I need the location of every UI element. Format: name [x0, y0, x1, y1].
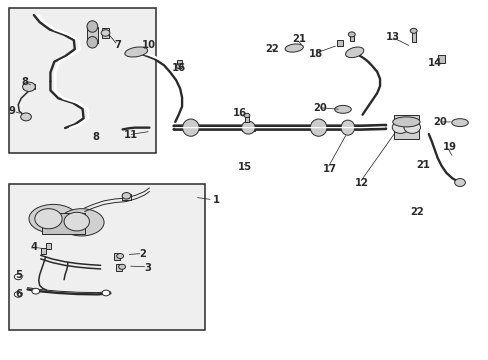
Text: 1: 1	[212, 195, 220, 205]
Text: 14: 14	[427, 58, 441, 68]
Bar	[393, 115, 418, 139]
Ellipse shape	[29, 204, 78, 233]
Ellipse shape	[182, 119, 199, 136]
Text: 6: 6	[15, 289, 22, 299]
Bar	[113, 253, 120, 260]
Text: 10: 10	[142, 40, 156, 50]
Text: 4: 4	[31, 242, 38, 252]
Text: 11: 11	[123, 130, 138, 140]
Circle shape	[22, 82, 35, 91]
Text: 16: 16	[232, 108, 246, 118]
Text: 16: 16	[171, 63, 185, 73]
Circle shape	[119, 264, 125, 269]
Bar	[241, 126, 255, 131]
Ellipse shape	[392, 117, 419, 127]
Bar	[9, 8, 156, 153]
Text: 18: 18	[308, 49, 323, 59]
Circle shape	[102, 290, 110, 296]
Ellipse shape	[87, 21, 98, 32]
Ellipse shape	[59, 209, 104, 236]
Circle shape	[117, 253, 123, 258]
Text: 19: 19	[442, 142, 455, 152]
Text: 8: 8	[21, 77, 28, 87]
Bar	[349, 35, 353, 41]
Bar	[22, 84, 35, 89]
Circle shape	[122, 193, 131, 199]
Circle shape	[176, 64, 183, 69]
Ellipse shape	[124, 47, 147, 57]
Text: 3: 3	[144, 263, 151, 273]
Ellipse shape	[241, 121, 255, 134]
Ellipse shape	[87, 37, 98, 48]
Text: 2: 2	[140, 248, 146, 258]
Text: 22: 22	[409, 207, 423, 217]
Ellipse shape	[345, 47, 363, 58]
Bar	[122, 194, 131, 200]
Circle shape	[35, 209, 62, 229]
Text: 20: 20	[312, 103, 326, 113]
Bar	[115, 264, 122, 271]
Circle shape	[347, 32, 354, 37]
Circle shape	[391, 121, 408, 134]
Text: 20: 20	[433, 117, 447, 127]
Text: 17: 17	[322, 163, 336, 174]
Circle shape	[101, 30, 110, 36]
Circle shape	[454, 179, 465, 186]
Text: 5: 5	[15, 270, 22, 280]
Circle shape	[403, 121, 420, 134]
Circle shape	[244, 113, 249, 118]
Bar	[337, 40, 342, 46]
Ellipse shape	[310, 119, 326, 136]
Text: 8: 8	[92, 132, 99, 142]
Bar	[411, 32, 415, 42]
Text: 21: 21	[415, 160, 429, 170]
Circle shape	[14, 292, 22, 297]
Text: 15: 15	[237, 162, 251, 172]
Bar	[41, 248, 46, 253]
Bar	[244, 116, 248, 122]
Bar	[41, 213, 84, 234]
Bar	[102, 28, 109, 38]
Circle shape	[32, 288, 40, 294]
Bar	[46, 243, 51, 249]
Bar	[177, 60, 182, 67]
Text: 22: 22	[264, 44, 278, 54]
Circle shape	[409, 28, 416, 33]
Ellipse shape	[451, 119, 468, 127]
Text: 13: 13	[385, 32, 399, 41]
Ellipse shape	[285, 44, 303, 52]
Ellipse shape	[340, 120, 354, 135]
Circle shape	[14, 274, 22, 280]
Bar	[87, 27, 98, 42]
Text: 7: 7	[115, 40, 122, 50]
Text: 12: 12	[354, 178, 368, 188]
Circle shape	[20, 113, 31, 121]
Text: 21: 21	[292, 35, 305, 44]
Bar	[9, 184, 204, 330]
Bar	[437, 55, 444, 63]
Circle shape	[64, 212, 89, 231]
Ellipse shape	[334, 105, 350, 113]
Text: 9: 9	[8, 106, 15, 116]
